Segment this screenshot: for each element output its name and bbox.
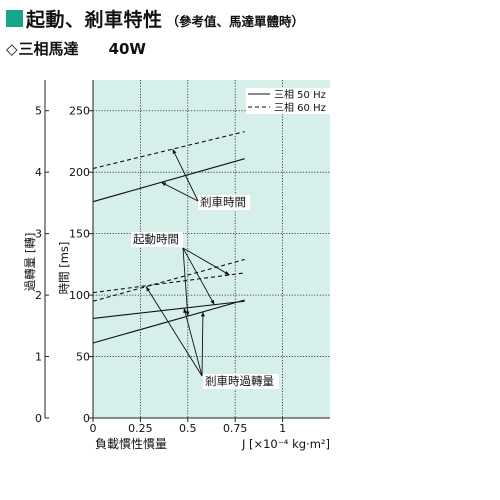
legend-bg xyxy=(246,101,330,114)
legend-label: 三相 60 Hz xyxy=(274,101,326,114)
y-tick-label: 0 xyxy=(83,412,90,425)
page-title: 起動、剎車特性 xyxy=(26,8,163,31)
annotation-arrowhead xyxy=(224,270,230,275)
y-tick-label: 250 xyxy=(69,105,90,118)
page-title-note: （參考值、馬達單體時） xyxy=(166,13,305,29)
x-tick-label: 0.25 xyxy=(128,422,153,435)
annotation-arrowhead xyxy=(161,182,167,187)
header: 起動、剎車特性 （參考值、馬達單體時） xyxy=(6,6,305,31)
annotation-arrowhead xyxy=(146,286,151,292)
y-tick-label: 100 xyxy=(69,289,90,302)
green-square-icon xyxy=(6,9,23,27)
y-tick-label: 200 xyxy=(69,166,90,179)
motor-power: 40W xyxy=(108,39,146,58)
plot-area xyxy=(93,80,330,418)
y-axis-label: 時間 [ms] xyxy=(57,242,71,295)
annotation-overrun: 剎車時過轉量 xyxy=(205,374,274,388)
y2-tick-label: 3 xyxy=(35,228,42,241)
series-line xyxy=(92,300,245,319)
annotation-brake-time: 剎車時間 xyxy=(200,195,246,209)
y-tick-label: 50 xyxy=(76,351,90,364)
x-tick-label: 0 xyxy=(90,422,97,435)
motor-model: 三相馬達 xyxy=(18,40,79,58)
x-tick-label: 1 xyxy=(279,422,286,435)
series-line xyxy=(92,299,245,344)
annotation-leader xyxy=(172,148,199,202)
x-axis-label: 負載慣性慣量 xyxy=(95,436,167,451)
annotation-overrun-bg xyxy=(203,374,279,389)
annotation-leader xyxy=(161,181,199,202)
y2-tick-label: 2 xyxy=(35,289,42,302)
x-axis-unit: J [×10⁻⁴ kg·m²] xyxy=(241,437,330,451)
series-line xyxy=(92,158,245,203)
x-tick-label: 0.5 xyxy=(179,422,197,435)
y2-tick-label: 0 xyxy=(35,412,42,425)
y2-tick-label: 1 xyxy=(35,351,42,364)
y2-tick-label: 4 xyxy=(35,166,42,179)
annotation-leader xyxy=(183,308,203,377)
annotation-arrowhead xyxy=(210,299,215,305)
annotation-arrowhead xyxy=(200,311,205,317)
y2-axis-label: 過轉量 [轉] xyxy=(23,233,37,292)
annotation-leader xyxy=(182,247,215,305)
annotation-arrowhead xyxy=(183,308,188,314)
annotation-arrowhead xyxy=(185,311,190,317)
annotation-leader xyxy=(145,286,203,377)
annotation-leader xyxy=(182,247,189,317)
series-line xyxy=(92,272,245,294)
legend-label: 三相 50 Hz xyxy=(274,88,326,101)
series-line xyxy=(92,131,245,170)
annotation-start-time-bg xyxy=(131,232,183,247)
legend-bg xyxy=(246,88,330,101)
subheader: ◇ 三相馬達 40W xyxy=(6,38,146,59)
annotation-leader xyxy=(201,311,204,377)
series-line xyxy=(92,258,245,302)
y-tick-label: 150 xyxy=(69,228,90,241)
x-tick-label: 0.75 xyxy=(223,422,248,435)
annotation-start-time: 起動時間 xyxy=(133,232,179,246)
diamond-outline-icon: ◇ xyxy=(6,39,18,58)
y2-tick-label: 5 xyxy=(35,105,42,118)
annotation-brake-time-bg xyxy=(198,195,250,210)
annotation-leader xyxy=(182,247,230,276)
annotation-arrowhead xyxy=(172,149,177,155)
